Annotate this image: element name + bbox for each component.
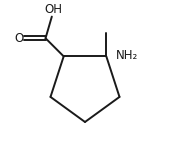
Text: O: O xyxy=(14,32,23,45)
Text: NH₂: NH₂ xyxy=(115,49,138,62)
Text: OH: OH xyxy=(44,3,62,16)
